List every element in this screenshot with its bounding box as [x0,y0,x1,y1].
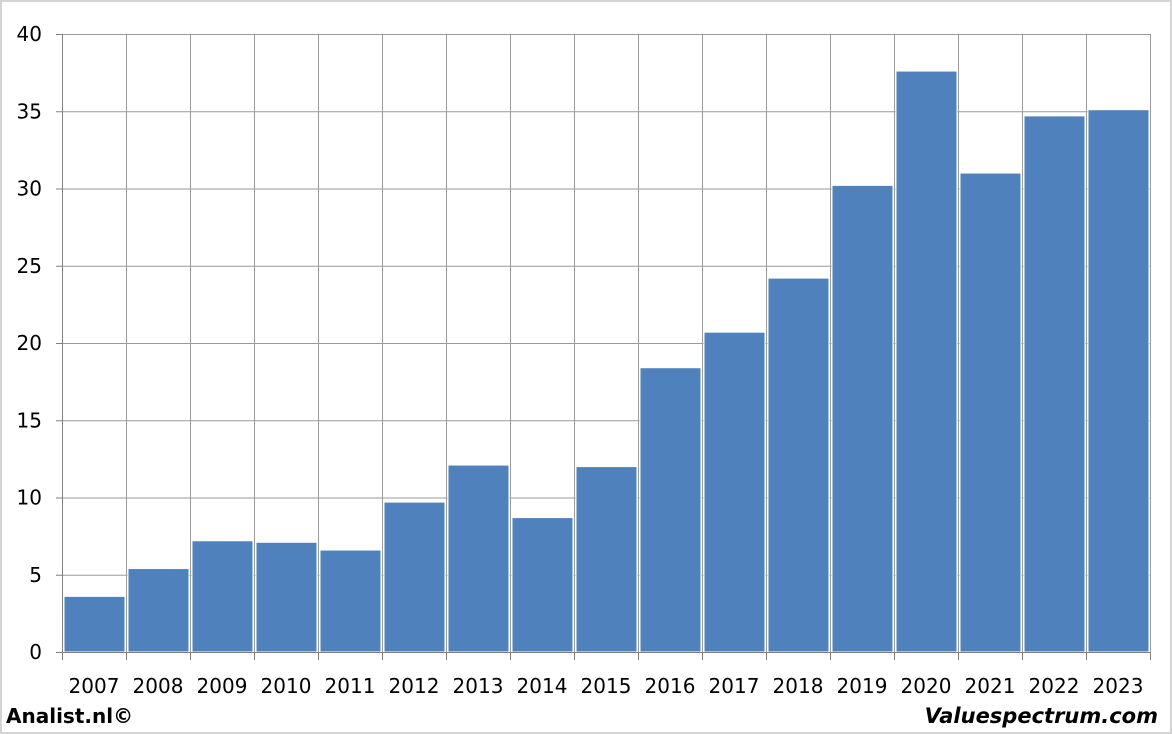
x-tick-labels: 2007 2008 2009 2010 2011 2012 2013 2014 2015 2016… [69,674,1144,698]
x-tick-label: 2008 [133,674,184,698]
bar-2012 [383,501,446,653]
y-tick-label: 30 [17,177,42,201]
x-tick-label: 2018 [773,674,824,698]
x-tick-label: 2022 [1029,674,1080,698]
x-tick-label: 2017 [709,674,760,698]
y-tick-label: 35 [17,99,42,123]
bar-2019 [831,184,894,653]
x-tick-label: 2009 [197,674,248,698]
x-tick-label: 2021 [965,674,1016,698]
footer-source-right: Valuespectrum.com [924,704,1158,728]
x-tick-label: 2007 [69,674,120,698]
x-tick-label: 2012 [389,674,440,698]
x-tick-label: 2011 [325,674,376,698]
x-tick-label: 2015 [581,674,632,698]
x-tick-label: 2013 [453,674,504,698]
axes [56,34,1151,660]
bar-2020 [895,70,958,653]
bar-2009 [191,540,254,653]
y-tick-label: 25 [17,254,42,278]
x-tick-label: 2020 [901,674,952,698]
bar-2014 [511,517,574,653]
y-tick-label: 10 [17,486,42,510]
y-tick-label: 40 [17,22,42,46]
bar-2007 [63,595,126,653]
y-tick-label: 0 [29,640,42,664]
y-tick-labels: 0 5 10 15 20 25 30 35 40 [17,22,42,664]
bar-2016 [639,367,702,653]
bar-2022 [1023,115,1086,653]
y-tick-label: 20 [17,331,42,355]
y-tick-label: 15 [17,408,42,432]
y-tick-label: 5 [29,563,42,587]
bar-2010 [255,541,318,653]
x-tick-label: 2016 [645,674,696,698]
bar-2011 [319,549,382,653]
x-tick-label: 2014 [517,674,568,698]
x-tick-label: 2023 [1093,674,1144,698]
x-tick-label: 2019 [837,674,888,698]
bar-2023 [1087,109,1150,653]
bar-2018 [767,277,830,653]
bar-2015 [575,466,638,653]
bar-2017 [703,331,766,653]
bar-2008 [127,568,190,653]
bars [63,70,1150,653]
x-tick-label: 2010 [261,674,312,698]
bar-2013 [447,464,510,653]
footer-source-left: Analist.nl© [6,704,134,728]
bar-2021 [959,172,1022,653]
